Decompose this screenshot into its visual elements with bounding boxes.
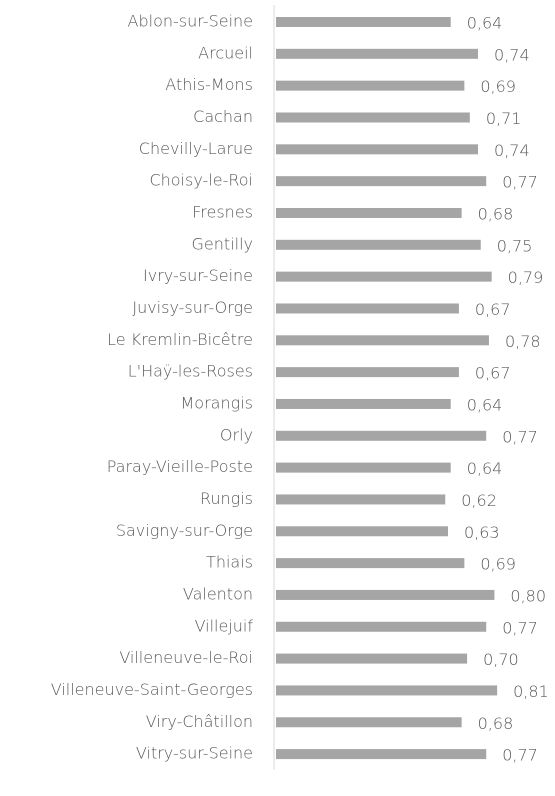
category-label: Savigny-sur-Orge — [116, 521, 253, 540]
category-label: Le Kremlin-Bicêtre — [107, 330, 253, 349]
category-label: Fresnes — [192, 202, 253, 221]
value-label: 0,71 — [486, 109, 522, 128]
value-label: 0,77 — [502, 746, 538, 765]
bar — [276, 653, 468, 664]
category-label: Juvisy-sur-Orge — [132, 298, 253, 317]
value-label: 0,68 — [478, 714, 514, 733]
bar — [276, 48, 479, 59]
bar — [276, 112, 470, 123]
category-label: Viry-Châtillon — [146, 712, 253, 731]
category-label: Morangis — [181, 393, 254, 412]
bar — [276, 494, 446, 505]
category-label: Cachan — [193, 107, 253, 126]
bar — [276, 430, 487, 441]
bar — [276, 558, 465, 569]
bar — [276, 398, 451, 409]
value-label: 0,64 — [467, 395, 503, 414]
value-label: 0,64 — [467, 459, 503, 478]
bar — [276, 335, 489, 346]
bar — [276, 621, 487, 632]
category-label: Ablon-sur-Seine — [128, 12, 253, 31]
bar — [276, 589, 495, 600]
category-label: Arcueil — [198, 43, 253, 62]
bar — [276, 80, 465, 91]
bar — [276, 367, 459, 378]
bar — [276, 717, 462, 728]
category-label: Athis-Mons — [165, 75, 253, 94]
bar — [276, 17, 451, 27]
value-label: 0,68 — [478, 204, 514, 223]
category-label: Villejuif — [195, 616, 254, 635]
value-label: 0,80 — [510, 586, 546, 605]
bar — [276, 239, 481, 250]
category-label: Choisy-le-Roi — [149, 171, 253, 190]
value-label: 0,63 — [464, 523, 500, 542]
value-label: 0,74 — [494, 141, 530, 160]
value-label: 0,69 — [480, 555, 516, 574]
category-label: Paray-Vieille-Poste — [107, 457, 253, 476]
value-label: 0,81 — [513, 682, 549, 701]
category-label: L'Haÿ-les-Roses — [128, 362, 253, 381]
bar — [276, 685, 498, 696]
category-label: Orly — [220, 425, 253, 444]
value-label: 0,77 — [502, 618, 538, 637]
category-label: Chevilly-Larue — [139, 139, 253, 158]
category-label: Vitry-sur-Seine — [136, 744, 253, 763]
value-label: 0,69 — [480, 77, 516, 96]
bar — [276, 176, 487, 187]
category-label: Villeneuve-le-Roi — [119, 648, 253, 667]
category-label: Rungis — [200, 489, 253, 508]
value-label: 0,62 — [461, 491, 497, 510]
category-label: Villeneuve-Saint-Georges — [51, 680, 253, 699]
value-label: 0,78 — [505, 332, 541, 351]
value-label: 0,77 — [502, 173, 538, 192]
category-label: Gentilly — [192, 234, 253, 253]
bar — [276, 144, 479, 155]
bar — [276, 462, 451, 473]
value-label: 0,67 — [475, 300, 511, 319]
bar — [276, 207, 462, 218]
category-label: Ivry-sur-Seine — [143, 266, 253, 285]
category-label: Thiais — [206, 553, 253, 572]
value-label: 0,75 — [497, 236, 533, 255]
bar — [276, 271, 492, 282]
value-label: 0,74 — [494, 45, 530, 64]
value-label: 0,77 — [502, 427, 538, 446]
bar — [276, 303, 459, 314]
category-label: Valenton — [183, 584, 253, 603]
bar — [276, 749, 487, 760]
bar — [276, 526, 448, 537]
value-label: 0,64 — [467, 14, 503, 33]
value-label: 0,67 — [475, 364, 511, 383]
value-label: 0,70 — [483, 650, 519, 669]
value-label: 0,79 — [508, 268, 544, 287]
